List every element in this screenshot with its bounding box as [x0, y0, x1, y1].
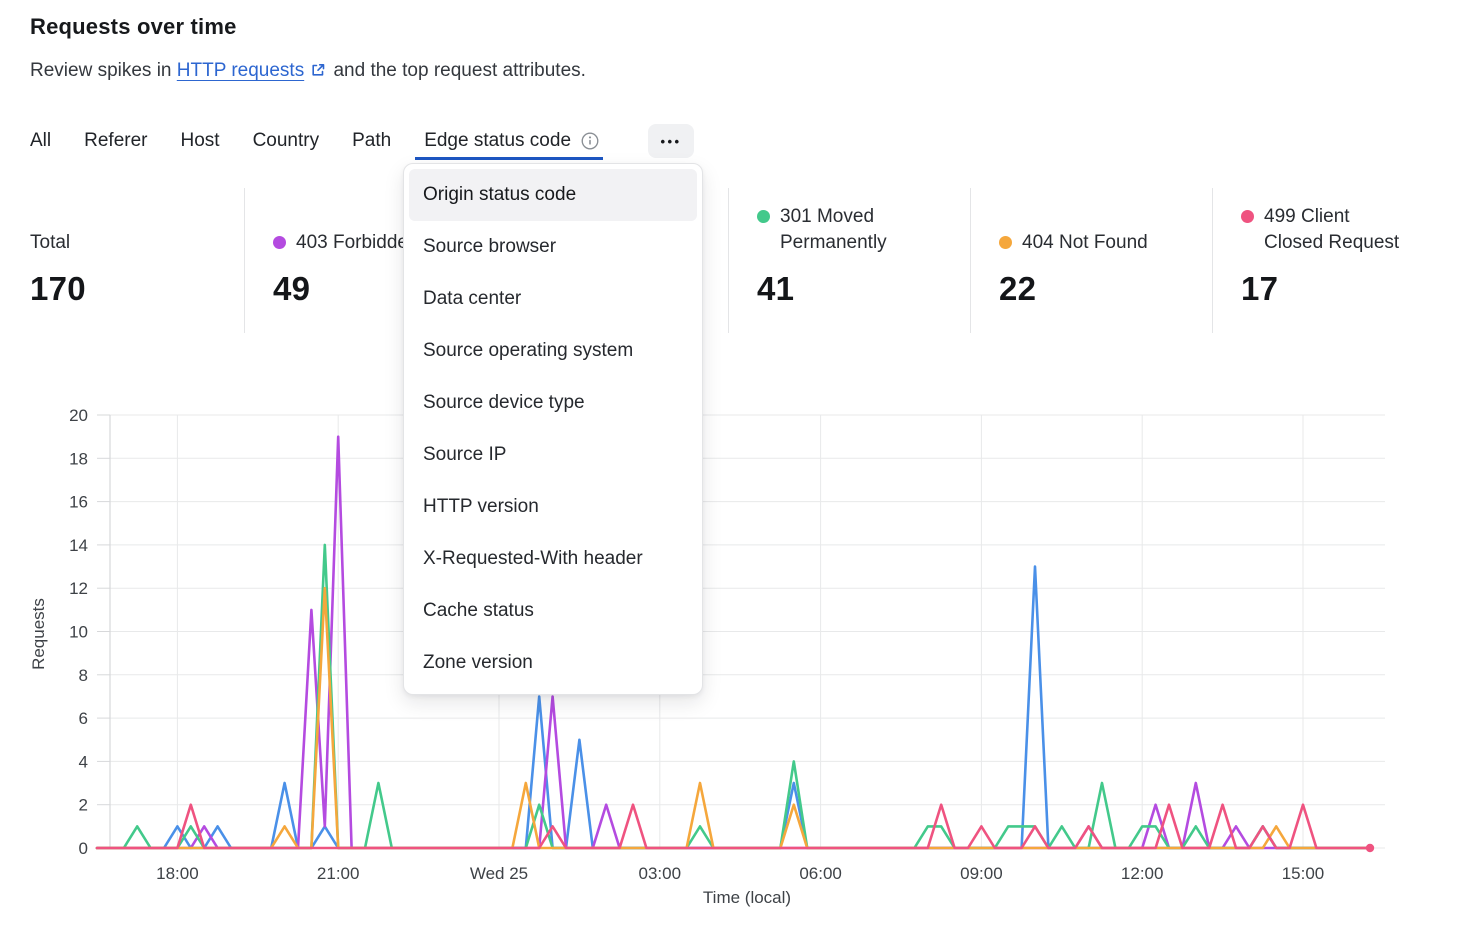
info-icon[interactable]: [581, 132, 599, 150]
svg-text:18:00: 18:00: [156, 864, 199, 883]
series-color-dot: [1241, 210, 1254, 223]
menu-item-origin-status-code[interactable]: Origin status code: [409, 169, 697, 221]
svg-text:03:00: 03:00: [639, 864, 682, 883]
svg-text:06:00: 06:00: [799, 864, 842, 883]
attribute-dropdown-menu: Origin status code Source browser Data cen…: [403, 163, 703, 695]
svg-text:20: 20: [69, 406, 88, 425]
svg-text:12: 12: [69, 579, 88, 598]
menu-item-source-ip[interactable]: Source IP: [423, 444, 507, 465]
tab-country[interactable]: Country: [252, 130, 320, 151]
page-title: Requests over time: [30, 14, 237, 39]
stats-row: Total 170 403 Forbidden 49 301 Moved Per…: [30, 188, 1454, 333]
svg-text:4: 4: [79, 752, 88, 771]
tab-all[interactable]: All: [30, 130, 52, 151]
subtitle-prefix: Review spikes in: [30, 60, 172, 81]
menu-item-http-version[interactable]: HTTP version: [423, 496, 539, 517]
svg-text:16: 16: [69, 493, 88, 512]
stat-card: 404 Not Found 22: [970, 188, 1212, 333]
tabs-overflow-button[interactable]: •••: [648, 124, 695, 158]
svg-text:0: 0: [79, 839, 88, 858]
svg-text:10: 10: [69, 623, 88, 642]
stat-card: 301 Moved Permanently 41: [728, 188, 970, 333]
requests-chart: 0 2 4 6 8 10 12 14 16 18 20 18:00 21:00 Wed 25 03:00 06…: [29, 406, 1385, 907]
external-link-icon: [310, 62, 326, 84]
svg-text:18: 18: [69, 449, 88, 468]
menu-item-source-browser[interactable]: Source browser: [423, 236, 557, 257]
tab-path[interactable]: Path: [352, 130, 392, 151]
svg-text:09:00: 09:00: [960, 864, 1003, 883]
series-color-dot: [757, 210, 770, 223]
attribute-tabs: All Referer Host Country Path Edge status cod…: [30, 124, 695, 160]
http-requests-link[interactable]: HTTP requests: [176, 60, 305, 81]
menu-item-source-device-type[interactable]: Source device type: [423, 392, 585, 413]
menu-item-data-center[interactable]: Data center: [423, 288, 522, 309]
stat-card: Total 170: [30, 232, 86, 307]
svg-text:21:00: 21:00: [317, 864, 360, 883]
svg-text:14: 14: [69, 536, 88, 555]
svg-text:6: 6: [79, 709, 88, 728]
menu-item-zone-version[interactable]: Zone version: [423, 652, 533, 673]
svg-text:8: 8: [79, 666, 88, 685]
svg-text:Time (local): Time (local): [703, 888, 791, 907]
series-color-dot: [273, 236, 286, 249]
svg-text:12:00: 12:00: [1121, 864, 1164, 883]
menu-item-x-requested-with-header[interactable]: X-Requested-With header: [423, 548, 643, 569]
tab-edge-status-code[interactable]: Edge status code: [415, 130, 603, 160]
tab-host[interactable]: Host: [180, 130, 220, 151]
menu-item-source-operating-system[interactable]: Source operating system: [423, 340, 634, 361]
stat-card: 499 Client Closed Request 17: [1212, 188, 1454, 333]
subtitle: Review spikes in HTTP requests and the t…: [30, 60, 586, 84]
menu-item-cache-status[interactable]: Cache status: [423, 600, 534, 621]
svg-text:Requests: Requests: [29, 598, 48, 670]
tab-referer[interactable]: Referer: [84, 130, 148, 151]
series-color-dot: [999, 236, 1012, 249]
subtitle-suffix: and the top request attributes.: [333, 60, 586, 81]
stat-card: 403 Forbidden 49: [244, 188, 486, 333]
svg-text:Wed 25: Wed 25: [470, 864, 528, 883]
svg-text:15:00: 15:00: [1282, 864, 1325, 883]
svg-text:2: 2: [79, 796, 88, 815]
